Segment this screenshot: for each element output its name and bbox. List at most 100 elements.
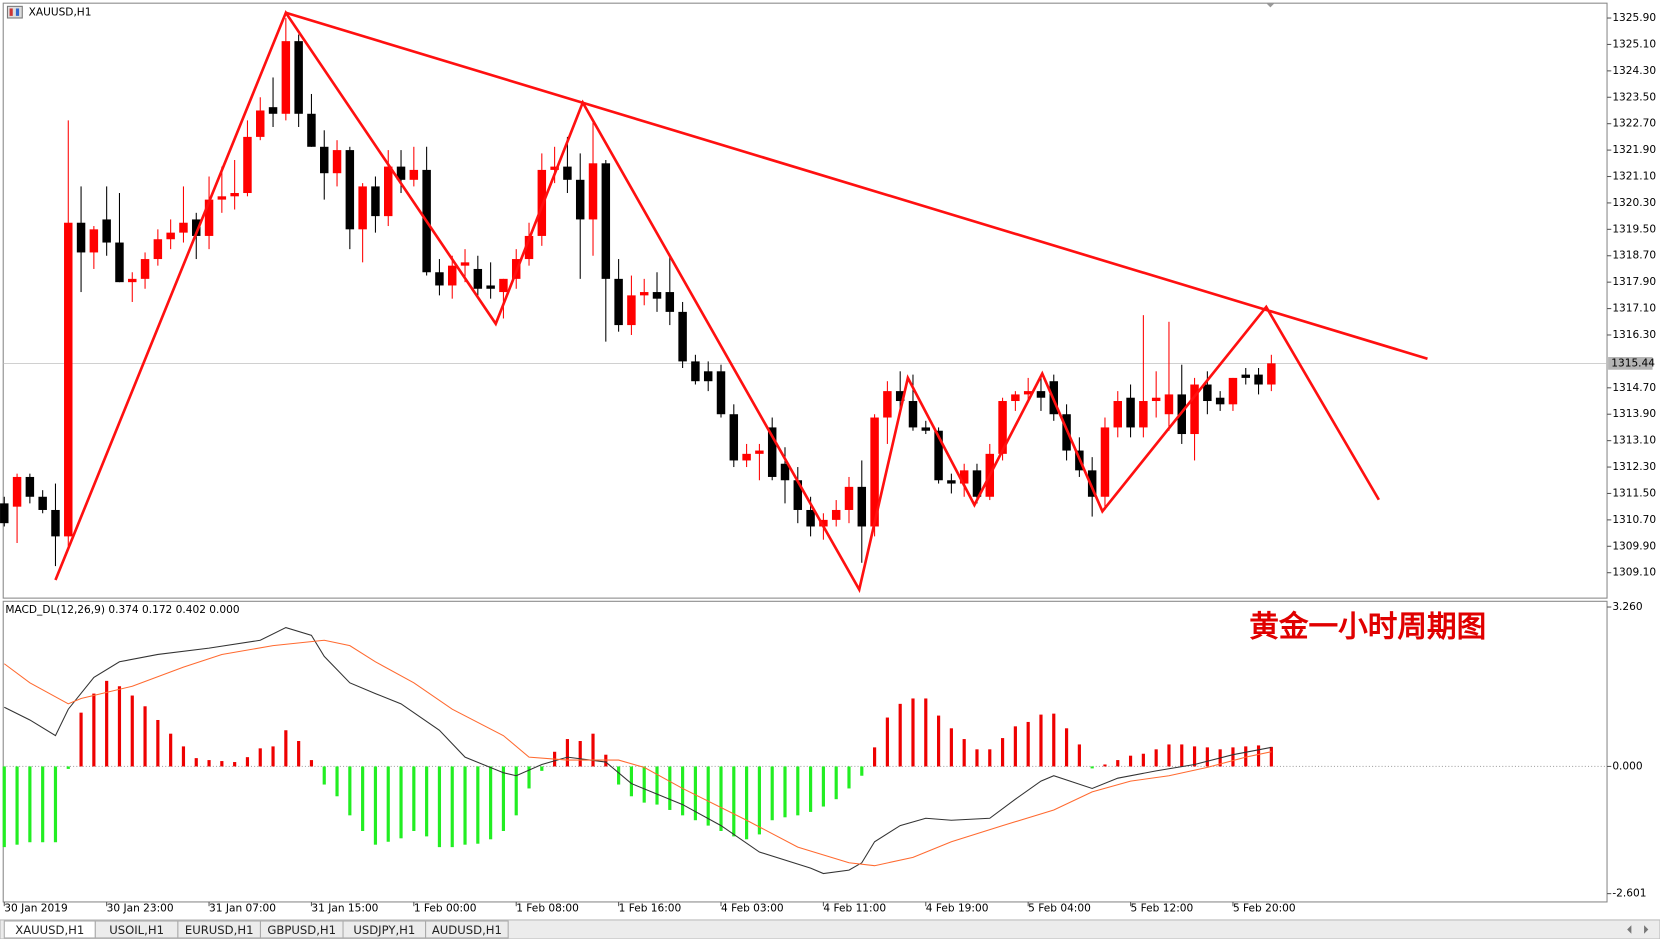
y-tick-label: 1318.70 <box>1612 250 1656 262</box>
candle-body <box>102 219 111 243</box>
histogram-bar <box>233 762 237 767</box>
histogram-bar <box>911 698 915 767</box>
candle-body <box>895 391 905 402</box>
y-tick-label: 1322.70 <box>1612 118 1656 130</box>
symbol-icon <box>6 5 23 19</box>
x-tick-label: 1 Feb 08:00 <box>516 902 579 914</box>
histogram-bar <box>284 730 288 767</box>
y-tick-label: 1325.10 <box>1612 38 1656 50</box>
histogram-bar <box>770 766 774 821</box>
histogram-bar <box>578 741 582 767</box>
histogram-bar <box>642 766 646 803</box>
candle-body <box>358 186 367 230</box>
histogram-bar <box>53 766 58 843</box>
candle-body <box>1100 427 1110 497</box>
tab-label[interactable]: USOIL,H1 <box>109 923 164 937</box>
candle-body <box>1228 377 1238 405</box>
histogram-bar <box>1231 747 1235 767</box>
indicator-line <box>4 626 1272 875</box>
candle-body <box>780 463 790 481</box>
tab-label[interactable]: USDJPY,H1 <box>353 923 415 937</box>
histogram-bar <box>591 733 595 767</box>
annotation: 黄金一小时周期图 <box>1249 610 1486 644</box>
histogram-bar <box>181 746 186 767</box>
histogram-bar <box>1000 738 1005 767</box>
y-tick-label: 1309.90 <box>1612 540 1656 552</box>
histogram-bar <box>617 766 621 785</box>
candle-body <box>614 278 623 326</box>
candle-body <box>1254 374 1263 385</box>
chart-title: XAUUSD,H1 <box>29 7 92 19</box>
candle-body <box>217 196 227 200</box>
candle-body <box>1267 363 1276 385</box>
histogram-bar <box>130 695 134 767</box>
tab-label[interactable]: EURUSD,H1 <box>185 923 254 937</box>
histogram-bar <box>105 680 109 767</box>
candle-body <box>806 509 815 527</box>
histogram-bar <box>2 766 6 848</box>
candle-body <box>729 414 739 461</box>
trend-line <box>285 11 1428 361</box>
candle-body <box>89 229 99 253</box>
candle-body <box>25 476 35 497</box>
candle-body <box>256 110 265 137</box>
y-tick-label: 0.000 <box>1612 760 1643 772</box>
tab-scroll[interactable] <box>1627 925 1649 934</box>
y-tick-label: 1325.90 <box>1612 12 1656 24</box>
candle-body <box>755 450 764 454</box>
candle-body <box>563 166 572 180</box>
histogram-bar <box>66 766 70 769</box>
histogram-bar <box>28 766 32 843</box>
x-tick-label: 31 Jan 07:00 <box>209 902 276 914</box>
histogram-bar <box>962 739 966 767</box>
candle-body <box>435 272 444 286</box>
candle-body <box>499 278 508 293</box>
histogram-bar <box>335 766 339 797</box>
y-tick-label: 1319.50 <box>1612 223 1656 235</box>
x-tick-label: 30 Jan 23:00 <box>107 902 174 914</box>
histogram-bar <box>540 766 544 771</box>
y-tick-label: 1317.90 <box>1612 276 1656 288</box>
histogram-bar <box>1103 764 1107 767</box>
histogram-bar <box>15 766 19 845</box>
y-tick-label: 1311.50 <box>1612 487 1656 499</box>
histogram-bar <box>1141 753 1145 767</box>
x-tick-label: 4 Feb 19:00 <box>926 902 989 914</box>
histogram-bar <box>309 760 314 767</box>
candle-body <box>12 476 22 507</box>
y-tick-label: 1321.90 <box>1612 144 1656 156</box>
histogram-bar <box>693 766 697 821</box>
y-tick-label: 1309.10 <box>1612 567 1656 579</box>
histogram-bar <box>629 766 634 797</box>
candle-body <box>1036 391 1046 398</box>
histogram-bar <box>681 766 685 816</box>
x-tick-label: 1 Feb 00:00 <box>414 902 477 914</box>
candle-body <box>908 401 918 428</box>
candle-body <box>703 371 713 382</box>
candle-body <box>243 136 252 194</box>
tab-label[interactable]: GBPUSD,H1 <box>267 923 336 937</box>
tab-label[interactable]: XAUUSD,H1 <box>15 923 84 937</box>
histogram-bar <box>361 766 365 831</box>
candle-body <box>767 427 777 477</box>
y-tick-label: 1314.70 <box>1612 382 1656 394</box>
histogram-bar <box>322 766 326 785</box>
histogram-bar <box>220 761 224 767</box>
histogram-bar <box>1154 749 1158 767</box>
histogram-bar <box>719 766 723 831</box>
candle-body <box>691 361 700 382</box>
icon-frame <box>6 5 23 19</box>
y-tick-label: 1313.90 <box>1612 408 1656 420</box>
y-tick-label: 1313.10 <box>1612 435 1656 447</box>
candle-body <box>447 265 457 286</box>
tab-label[interactable]: AUDUSD,H1 <box>432 923 502 937</box>
candle-body <box>857 486 867 527</box>
candle-body <box>473 268 483 289</box>
tab[interactable] <box>425 920 509 939</box>
histogram-bar <box>207 760 211 767</box>
candle-body <box>601 163 611 279</box>
y-tick-label: 1323.50 <box>1612 91 1656 103</box>
candle-body <box>844 486 854 510</box>
candle-body <box>550 166 559 170</box>
